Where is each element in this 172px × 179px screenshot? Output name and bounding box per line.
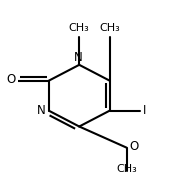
Text: CH₃: CH₃ — [99, 23, 120, 33]
Text: CH₃: CH₃ — [69, 23, 90, 33]
Text: I: I — [143, 104, 146, 117]
Text: O: O — [7, 73, 16, 86]
Text: O: O — [129, 140, 138, 153]
Text: CH₃: CH₃ — [116, 164, 137, 174]
Text: N: N — [74, 51, 83, 64]
Text: N: N — [37, 104, 45, 117]
